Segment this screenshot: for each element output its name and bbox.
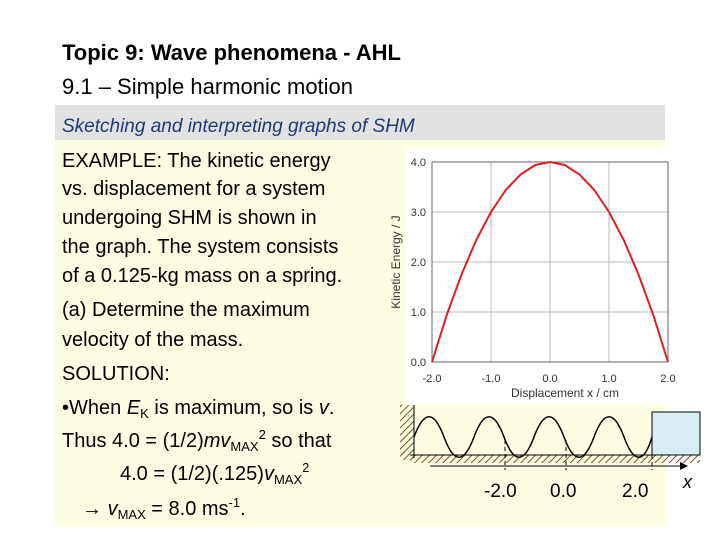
y-axis-title: Kinetic Energy / J: [389, 215, 403, 308]
text-run: -1: [229, 495, 241, 510]
data-line: [431, 160, 669, 363]
x-tick-label: -1.0: [482, 373, 501, 385]
x-axis-title: Displacement x / cm: [511, 386, 619, 400]
x-tick-label: 1.0: [601, 373, 616, 385]
text-run: 2: [302, 460, 309, 475]
text-run: v: [108, 498, 119, 520]
y-tick-label: 3.0: [411, 207, 426, 219]
body-line: •When EK is maximum, so is v.: [62, 397, 334, 421]
text-run: Thus 4.0 = (1/2): [62, 430, 204, 452]
section-bar: [55, 105, 665, 140]
text-run: mv: [204, 430, 232, 452]
wall: [400, 405, 414, 460]
spring: [413, 416, 653, 458]
arrow-head: [680, 462, 688, 470]
text-run: 2: [259, 427, 266, 442]
text-run: EXAMPLE: The kinetic energy: [62, 150, 331, 172]
body-line: vs. displacement for a system: [62, 178, 325, 200]
section-title: Sketching and interpreting graphs of SHM: [62, 116, 415, 137]
text-run: of a 0.125-kg mass on a spring.: [62, 265, 342, 287]
body-line: 4.0 = (1/2)(.125)vMAX2: [120, 460, 309, 487]
y-tick-label: 4.0: [411, 157, 426, 169]
floor: [410, 455, 700, 463]
subtitle: 9.1 – Simple harmonic motion: [62, 74, 353, 99]
body-line: EXAMPLE: The kinetic energy: [62, 150, 331, 172]
body-line: → vMAX = 8.0 ms-1.: [82, 495, 246, 522]
diagram-axis-label: x: [682, 472, 693, 492]
body-line: velocity of the mass.: [62, 329, 243, 351]
diagram-label: 2.0: [622, 481, 648, 502]
y-tick-label: 1.0: [411, 307, 426, 319]
text-run: the graph. The system consists: [62, 236, 338, 258]
text-run: so that: [266, 430, 332, 452]
text-run: (a) Determine the maximum: [62, 299, 310, 321]
body-line: SOLUTION:: [62, 363, 170, 385]
body-line: Thus 4.0 = (1/2)mvMAX2 so that: [62, 427, 332, 454]
chart-panel: [406, 148, 678, 404]
text-run: .: [240, 498, 246, 520]
text-run: SOLUTION:: [62, 363, 170, 385]
text-run: E: [127, 397, 141, 419]
body-line: the graph. The system consists: [62, 236, 338, 258]
body-line: of a 0.125-kg mass on a spring.: [62, 265, 342, 287]
title: Topic 9: Wave phenomena - AHL: [62, 40, 401, 65]
x-tick-label: -2.0: [423, 373, 442, 385]
text-run: v: [319, 397, 330, 419]
spring-diagram: -2.0 0.0 2.0 x: [400, 405, 701, 502]
text-run: velocity of the mass.: [62, 329, 243, 351]
body-line: (a) Determine the maximum: [62, 299, 310, 321]
text-run: vs. displacement for a system: [62, 178, 325, 200]
text-run: = 8.0 ms: [146, 498, 229, 520]
text-run: undergoing SHM is shown in: [62, 207, 317, 229]
y-tick-label: 2.0: [411, 257, 426, 269]
text-run: •When: [62, 397, 127, 419]
text-run: v: [264, 463, 275, 485]
text-run: MAX: [274, 472, 303, 487]
y-tick-label: 0.0: [411, 357, 426, 369]
diagram-label: 0.0: [550, 481, 576, 502]
text-run: K: [140, 406, 149, 421]
body-line: undergoing SHM is shown in: [62, 207, 317, 229]
text-run: is maximum, so is: [149, 397, 319, 419]
mass: [651, 411, 701, 456]
diagram-label: -2.0: [484, 481, 517, 502]
text-run: →: [82, 498, 108, 520]
x-tick-label: 2.0: [660, 373, 675, 385]
text-run: 4.0 = (1/2)(.125): [120, 463, 264, 485]
text-run: MAX: [230, 439, 259, 454]
text-run: .: [329, 397, 335, 419]
x-tick-label: 0.0: [542, 373, 557, 385]
text-run: MAX: [118, 507, 147, 522]
